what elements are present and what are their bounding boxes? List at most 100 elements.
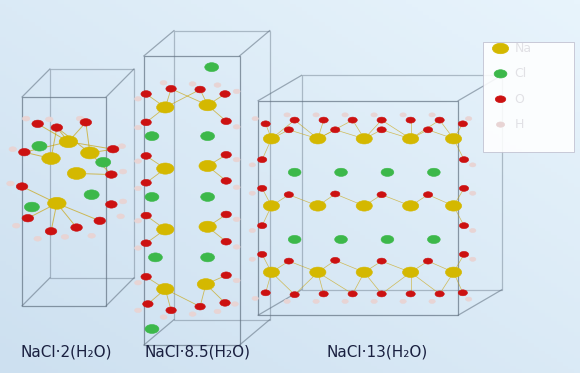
Circle shape — [258, 157, 267, 163]
Circle shape — [13, 223, 20, 228]
Circle shape — [261, 121, 270, 127]
Circle shape — [290, 292, 299, 298]
Circle shape — [61, 235, 69, 239]
Circle shape — [189, 312, 196, 316]
Circle shape — [141, 91, 151, 97]
Circle shape — [166, 85, 176, 92]
Circle shape — [135, 280, 142, 285]
Circle shape — [310, 134, 326, 144]
Circle shape — [284, 113, 291, 117]
Circle shape — [145, 192, 159, 201]
Circle shape — [459, 223, 469, 229]
Circle shape — [429, 113, 435, 117]
Circle shape — [197, 279, 215, 290]
Circle shape — [160, 81, 167, 85]
Circle shape — [310, 201, 326, 211]
Circle shape — [377, 127, 386, 133]
Circle shape — [371, 299, 378, 304]
Circle shape — [249, 228, 255, 233]
Circle shape — [141, 240, 151, 247]
Circle shape — [356, 134, 372, 144]
Circle shape — [59, 136, 78, 148]
Circle shape — [195, 303, 205, 310]
Text: H: H — [514, 118, 524, 131]
Circle shape — [403, 134, 419, 144]
Circle shape — [335, 168, 347, 176]
Circle shape — [233, 245, 240, 249]
Circle shape — [145, 325, 159, 333]
Circle shape — [371, 113, 378, 117]
Circle shape — [214, 83, 221, 87]
Circle shape — [423, 258, 433, 264]
Circle shape — [141, 153, 151, 159]
Circle shape — [94, 217, 106, 225]
Circle shape — [495, 96, 506, 103]
Circle shape — [135, 246, 142, 250]
Circle shape — [470, 191, 476, 195]
Circle shape — [231, 302, 238, 306]
Circle shape — [313, 113, 319, 117]
Circle shape — [145, 132, 159, 141]
Circle shape — [88, 233, 95, 238]
Circle shape — [319, 117, 328, 123]
Circle shape — [252, 296, 258, 301]
Circle shape — [67, 167, 86, 179]
Circle shape — [141, 212, 151, 219]
Circle shape — [284, 192, 293, 198]
Circle shape — [16, 183, 28, 190]
Circle shape — [406, 117, 415, 123]
Circle shape — [201, 132, 215, 141]
Circle shape — [199, 221, 216, 232]
Circle shape — [51, 124, 63, 131]
Circle shape — [403, 267, 419, 278]
Circle shape — [249, 163, 255, 167]
Circle shape — [470, 228, 476, 233]
Circle shape — [96, 157, 111, 167]
Circle shape — [221, 238, 231, 245]
Circle shape — [32, 120, 44, 128]
Circle shape — [342, 113, 348, 117]
Circle shape — [435, 291, 444, 297]
Text: Na: Na — [514, 42, 532, 55]
Circle shape — [466, 297, 472, 301]
Circle shape — [77, 116, 84, 121]
FancyBboxPatch shape — [483, 42, 574, 152]
Text: O: O — [514, 93, 524, 106]
Circle shape — [258, 251, 267, 257]
Circle shape — [249, 191, 255, 195]
Circle shape — [427, 168, 440, 176]
Circle shape — [233, 217, 240, 222]
Circle shape — [201, 192, 215, 201]
Text: Cl: Cl — [514, 68, 527, 80]
Circle shape — [199, 100, 216, 111]
Circle shape — [263, 134, 280, 144]
Circle shape — [45, 117, 53, 122]
Circle shape — [381, 168, 394, 176]
Circle shape — [470, 163, 476, 167]
Circle shape — [157, 102, 174, 113]
Circle shape — [459, 251, 469, 257]
Circle shape — [400, 299, 406, 304]
Circle shape — [135, 97, 142, 101]
Circle shape — [288, 235, 301, 244]
Circle shape — [32, 141, 47, 151]
Circle shape — [233, 89, 240, 94]
Circle shape — [319, 291, 328, 297]
Circle shape — [348, 291, 357, 297]
Circle shape — [233, 278, 240, 283]
Circle shape — [423, 127, 433, 133]
Circle shape — [496, 122, 505, 127]
Circle shape — [435, 117, 444, 123]
Circle shape — [141, 273, 151, 280]
Circle shape — [135, 125, 142, 130]
Circle shape — [45, 228, 57, 235]
Circle shape — [141, 119, 151, 126]
Circle shape — [221, 272, 231, 279]
Circle shape — [48, 197, 66, 209]
Circle shape — [160, 315, 167, 319]
Circle shape — [406, 291, 415, 297]
Circle shape — [71, 224, 82, 231]
Circle shape — [377, 291, 386, 297]
Circle shape — [252, 116, 258, 120]
Circle shape — [42, 153, 60, 164]
